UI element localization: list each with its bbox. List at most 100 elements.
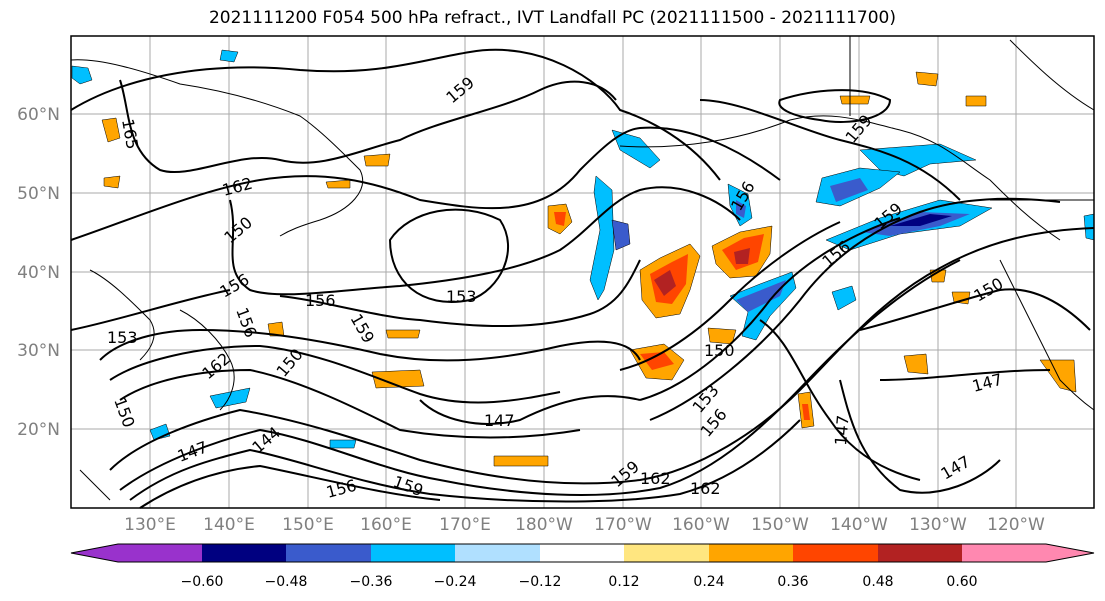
colorbar-cell (455, 544, 540, 562)
shade-neg (589, 175, 615, 301)
lon-label: 160°W (672, 515, 730, 535)
contour-line (119, 79, 617, 174)
shade-neg (890, 214, 952, 226)
colorbar-cell (793, 544, 878, 562)
coastline (619, 115, 1061, 241)
lon-label: 140°E (203, 515, 255, 535)
shade-pos (371, 369, 425, 389)
map-plot-area: 165 159 162 159 156 150 156 156 156 153 … (70, 35, 1095, 509)
map-frame (70, 35, 1095, 509)
shade-pos (385, 329, 421, 339)
colorbar-cell (71, 544, 202, 562)
lon-label: 130°W (909, 515, 967, 535)
map-title: 2021111200 F054 500 hPa refract., IVT La… (208, 8, 896, 28)
shade-neg (611, 219, 631, 251)
contour-line (99, 328, 641, 362)
contour-line (70, 48, 721, 181)
colorbar-cells (70, 543, 1095, 563)
contour-line (279, 259, 641, 328)
contour-line (119, 259, 961, 496)
colorbar-cell (709, 544, 793, 562)
colorbar-ticks: −0.60 −0.48 −0.36 −0.24 −0.12 0.12 0.24 … (181, 574, 978, 590)
contour-label: 162 (640, 469, 671, 488)
shade-pos (101, 117, 121, 143)
shade-pos (965, 95, 987, 107)
lat-label-40n: 40°N (17, 263, 60, 283)
colorbar-tick-label: 0.36 (777, 574, 808, 590)
lon-label: 140°W (830, 515, 888, 535)
latitude-labels: 60°N 50°N 40°N 30°N 20°N (17, 105, 60, 440)
contour-line (778, 89, 892, 123)
contour-line (699, 99, 961, 201)
lon-label: 170°E (439, 515, 491, 535)
colorbar-tick-label: 0.12 (608, 574, 639, 590)
contour-label: 147 (831, 414, 853, 446)
contour-label: 156 (305, 291, 336, 310)
contour-label: 147 (484, 411, 515, 430)
contour-line (229, 186, 741, 296)
colorbar-cell (371, 544, 455, 562)
contour-label: 153 (446, 287, 477, 306)
colorbar-cell (962, 544, 1094, 562)
shade-neg (209, 387, 251, 409)
shade-neg (736, 280, 786, 312)
lon-label: 120°W (987, 515, 1045, 535)
coastlines (70, 36, 1095, 501)
colorbar-cell (878, 544, 962, 562)
contour-line (109, 227, 1095, 485)
colorbar-tick-label: 0.48 (862, 574, 893, 590)
contour-line (639, 217, 901, 401)
lat-label-30n: 30°N (17, 341, 60, 361)
shade-pos (903, 353, 929, 375)
shade-neg (71, 65, 93, 85)
contour-line (839, 379, 1001, 494)
contour-line (419, 395, 641, 425)
shade-pos (493, 455, 549, 467)
colorbar-outline (70, 543, 1095, 563)
contour-line (879, 369, 1051, 381)
lat-label-60n: 60°N (17, 105, 60, 125)
shade-pos (363, 153, 391, 167)
contour-label: 150 (704, 341, 735, 360)
shade-pos (951, 291, 971, 305)
contour-line (649, 197, 1061, 421)
contour-line (119, 368, 581, 439)
coastline (999, 259, 1095, 411)
contour-line (619, 221, 841, 371)
longitude-labels: 130°E 140°E 150°E 160°E 170°E 180°W 170°… (124, 515, 1045, 535)
shade-pos (654, 270, 676, 296)
lat-label-20n: 20°N (17, 420, 60, 440)
contour-line (70, 126, 781, 241)
contour-label: 162 (690, 479, 721, 498)
shade-neg (831, 285, 857, 311)
colorbar-cell (286, 544, 371, 562)
shade-pos (839, 95, 871, 105)
colorbar-tick-label: −0.48 (265, 574, 308, 590)
contour-line (759, 319, 921, 481)
shade-neg (830, 178, 868, 202)
shade-pos (325, 179, 351, 189)
contour-line (70, 289, 231, 331)
coastline (89, 269, 155, 361)
colorbar-cell (540, 544, 624, 562)
shade-pos (915, 71, 939, 87)
colorbar-tick-label: −0.24 (434, 574, 477, 590)
colorbar-tick-label: 0.24 (693, 574, 724, 590)
contour-line (109, 344, 561, 404)
gridlines (71, 36, 1094, 508)
contour-line (859, 288, 1091, 331)
colorbar-tick-label: −0.60 (181, 574, 224, 590)
lon-label: 130°E (124, 515, 176, 535)
shade-neg (329, 439, 357, 449)
coastline (79, 469, 111, 501)
colorbar-tick-label: −0.36 (350, 574, 393, 590)
colorbar-tick-label: −0.12 (519, 574, 562, 590)
colorbar-cell (624, 544, 709, 562)
colorbar-tick-label: 0.60 (946, 574, 977, 590)
contour-line (129, 419, 801, 503)
contour-line (388, 208, 510, 303)
shade-pos (734, 248, 750, 264)
colorbar: −0.60 −0.48 −0.36 −0.24 −0.12 0.12 0.24 … (70, 543, 1095, 590)
shade-neg (736, 200, 746, 218)
